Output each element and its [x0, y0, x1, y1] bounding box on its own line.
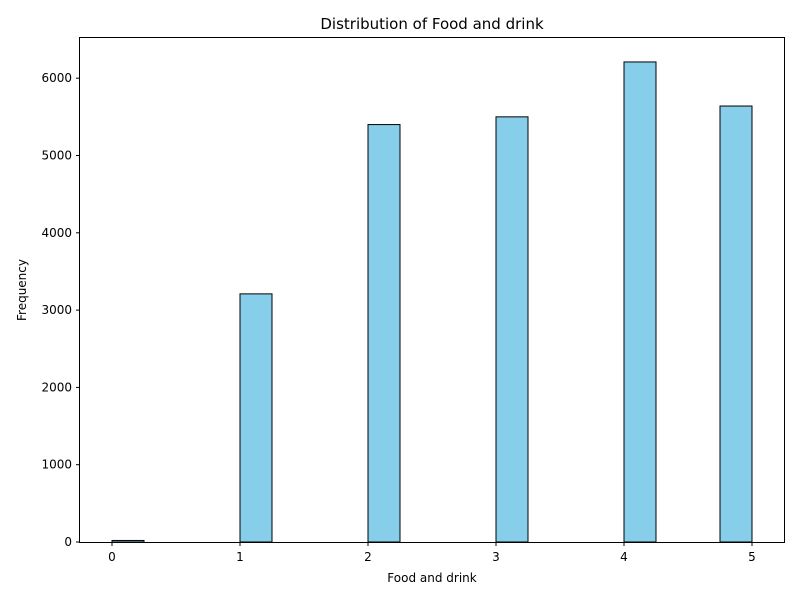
x-tick-label: 3 — [492, 550, 500, 564]
y-tick-label: 4000 — [41, 226, 72, 240]
y-tick-label: 2000 — [41, 380, 72, 394]
x-tick-label: 5 — [748, 550, 756, 564]
histogram-bar-1 — [239, 293, 273, 543]
histogram-bar-5 — [719, 105, 753, 543]
y-axis-ticks: 0 1000 2000 3000 4000 5000 6000 — [41, 71, 80, 549]
x-axis-ticks: 0 1 2 3 4 5 — [108, 542, 756, 564]
histogram-bar-3 — [495, 116, 529, 543]
histogram-bar-0 — [111, 539, 145, 543]
bars-group — [111, 61, 753, 543]
y-tick-label: 5000 — [41, 148, 72, 162]
y-tick-label: 1000 — [41, 458, 72, 472]
chart-title: Distribution of Food and drink — [320, 15, 544, 33]
y-tick-label: 3000 — [41, 303, 72, 317]
histogram-bar-4 — [623, 61, 657, 543]
plot-frame — [79, 37, 785, 543]
x-tick-label: 4 — [620, 550, 628, 564]
y-tick-label: 6000 — [41, 71, 72, 85]
x-axis-label: Food and drink — [387, 571, 476, 585]
x-tick-label: 2 — [364, 550, 372, 564]
x-tick-label: 0 — [108, 550, 116, 564]
x-tick-label: 1 — [236, 550, 244, 564]
y-axis-label: Frequency — [15, 259, 29, 321]
y-tick-label: 0 — [64, 535, 72, 549]
histogram-bar-2 — [367, 124, 401, 543]
